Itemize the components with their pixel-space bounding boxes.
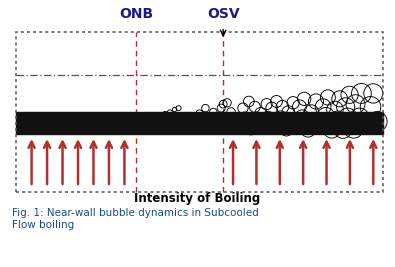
Text: OSV: OSV [207,7,239,21]
Bar [16,32,383,192]
Text: ONB: ONB [119,7,153,21]
Text: Fig. 1: Near-wall bubble dynamics in Subcooled
Flow boiling: Fig. 1: Near-wall bubble dynamics in Sub… [12,208,259,230]
Text: Intensity of Boiling: Intensity of Boiling [134,192,261,205]
Bar [16,112,383,134]
